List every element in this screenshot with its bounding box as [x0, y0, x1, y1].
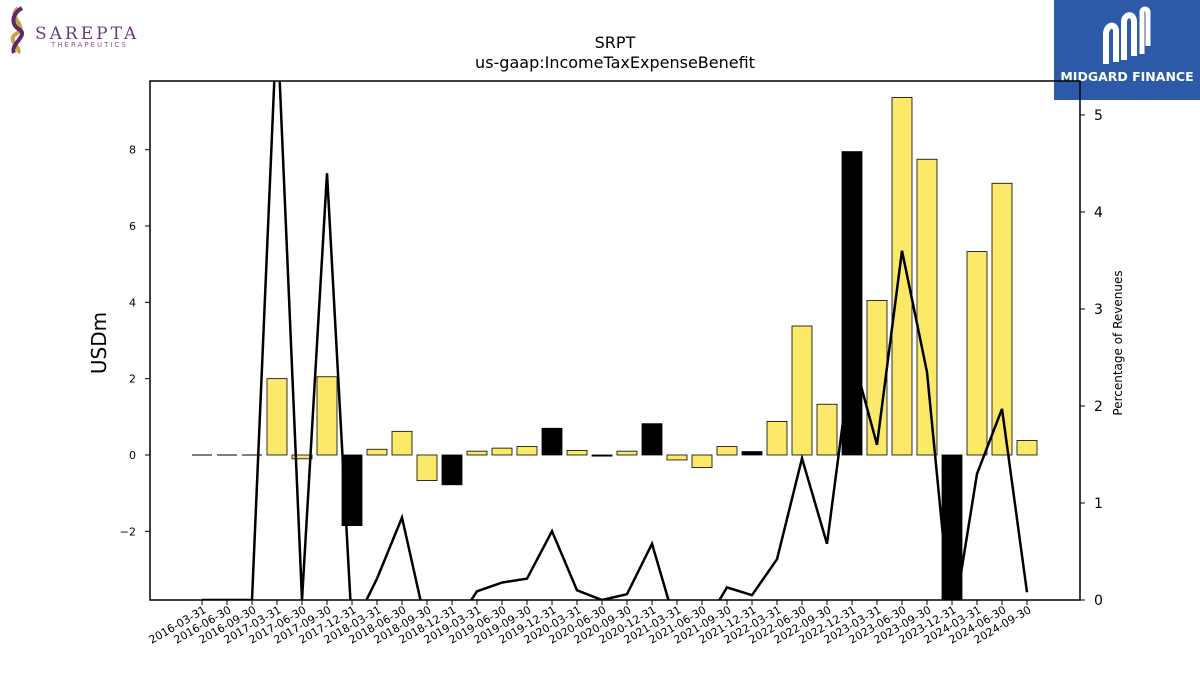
bar — [491, 447, 513, 456]
bar — [516, 446, 538, 456]
y2-tick-label: 0 — [1094, 593, 1103, 609]
bar — [791, 325, 813, 456]
y-axis-label: USDm — [87, 312, 111, 374]
chart-title: SRPT — [595, 33, 636, 52]
sarepta-helix-icon — [10, 6, 24, 55]
bar — [991, 182, 1013, 456]
midgard-finance-name: MIDGARD FINANCE — [1060, 69, 1194, 84]
bar — [816, 403, 838, 456]
bar — [266, 378, 288, 456]
sarepta-logo: SAREPTA THERAPEUTICS — [4, 4, 144, 56]
bar — [766, 421, 788, 456]
y2-tick-label: 2 — [1094, 399, 1103, 415]
bar — [341, 454, 363, 526]
y2-tick-label: 4 — [1094, 205, 1103, 221]
plot-frame — [149, 80, 1081, 601]
bar — [466, 450, 488, 456]
sarepta-name: SAREPTA — [35, 24, 140, 44]
bar — [716, 446, 738, 456]
midgard-finance-logo: MIDGARD FINANCE — [1054, 0, 1200, 100]
y-tick-label: 6 — [129, 220, 136, 233]
midgard-mark-icon — [1103, 6, 1151, 64]
y-tick-label: −2 — [120, 525, 136, 538]
bar — [541, 427, 563, 456]
y-tick-label: 2 — [129, 373, 136, 386]
y-tick-label: 8 — [129, 144, 136, 157]
bar — [291, 454, 313, 460]
bar — [641, 423, 663, 456]
y-tick-label: 4 — [129, 296, 136, 309]
bar — [841, 151, 863, 456]
y2-tick-label: 5 — [1094, 108, 1103, 124]
bar — [566, 450, 588, 456]
bar — [416, 454, 438, 481]
bar — [366, 448, 388, 456]
bar — [441, 454, 463, 486]
bar — [616, 450, 638, 456]
y-tick-label: 0 — [129, 449, 136, 462]
y2-tick-label: 3 — [1094, 302, 1103, 318]
y2-axis-label: Percentage of Revenues — [1111, 270, 1125, 415]
revenue-pct-line — [202, 81, 1029, 600]
bar — [691, 454, 713, 468]
bar — [866, 300, 888, 456]
bar — [391, 430, 413, 456]
bar — [741, 451, 763, 456]
bar — [966, 251, 988, 456]
sarepta-subtitle: THERAPEUTICS — [51, 41, 128, 49]
bar — [591, 454, 613, 457]
plot-area — [192, 81, 1038, 600]
bar — [891, 97, 913, 456]
bar — [916, 158, 938, 456]
chart-subtitle: us-gaap:IncomeTaxExpenseBenefit — [475, 53, 755, 72]
bar — [316, 376, 338, 456]
bar — [666, 454, 688, 461]
bar — [1016, 440, 1038, 456]
y2-tick-label: 1 — [1094, 496, 1103, 512]
